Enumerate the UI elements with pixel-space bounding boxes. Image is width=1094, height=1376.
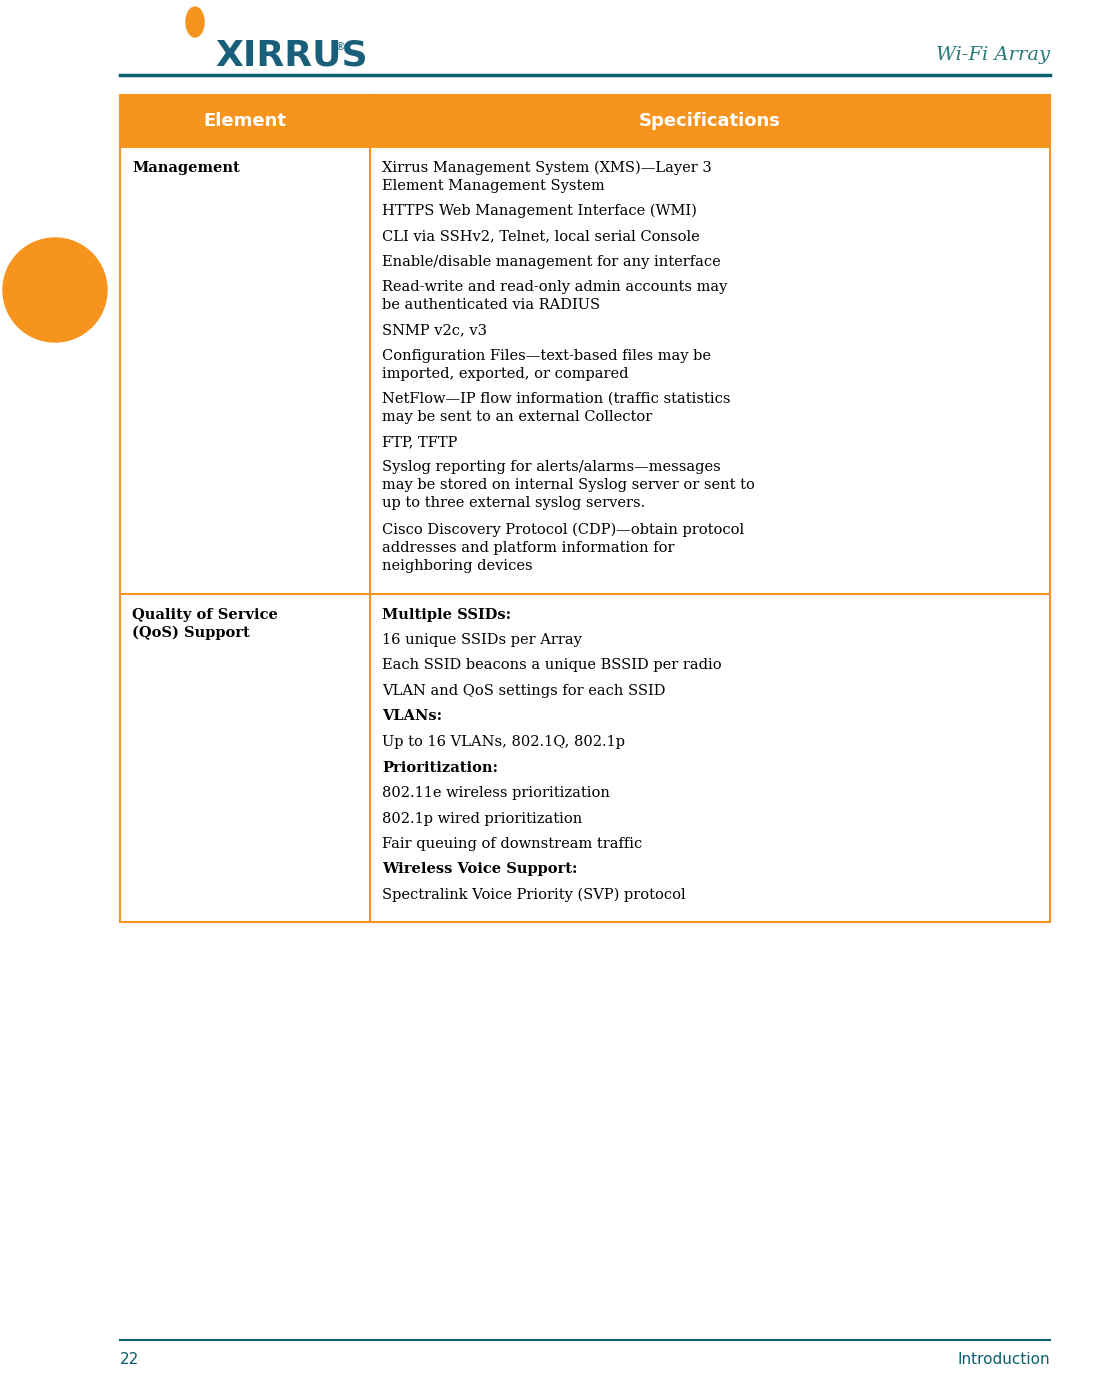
Text: Enable/disable management for any interface: Enable/disable management for any interf… bbox=[382, 255, 721, 268]
Text: 802.1p wired prioritization: 802.1p wired prioritization bbox=[382, 812, 582, 826]
Text: HTTPS Web Management Interface (WMI): HTTPS Web Management Interface (WMI) bbox=[382, 204, 697, 219]
Text: FTP, TFTP: FTP, TFTP bbox=[382, 435, 457, 449]
Text: Syslog reporting for alerts/alarms—messages
may be stored on internal Syslog ser: Syslog reporting for alerts/alarms—messa… bbox=[382, 461, 755, 510]
Text: Introduction: Introduction bbox=[957, 1353, 1050, 1366]
Text: Wi-Fi Array: Wi-Fi Array bbox=[936, 45, 1050, 65]
Text: VLANs:: VLANs: bbox=[382, 710, 442, 724]
Text: Management: Management bbox=[132, 161, 240, 175]
Text: ®: ® bbox=[335, 43, 346, 52]
Text: Xirrus Management System (XMS)—Layer 3
Element Management System: Xirrus Management System (XMS)—Layer 3 E… bbox=[382, 161, 712, 193]
Text: 22: 22 bbox=[120, 1353, 139, 1366]
Text: Element: Element bbox=[203, 111, 287, 129]
Text: Specifications: Specifications bbox=[639, 111, 781, 129]
Ellipse shape bbox=[186, 7, 203, 37]
Text: Wireless Voice Support:: Wireless Voice Support: bbox=[382, 863, 578, 877]
Text: XIRRUS: XIRRUS bbox=[216, 39, 368, 72]
Text: Quality of Service
(QoS) Support: Quality of Service (QoS) Support bbox=[132, 607, 278, 640]
Circle shape bbox=[3, 238, 107, 343]
Text: Up to 16 VLANs, 802.1Q, 802.1p: Up to 16 VLANs, 802.1Q, 802.1p bbox=[382, 735, 625, 749]
Text: Cisco Discovery Protocol (CDP)—obtain protocol
addresses and platform informatio: Cisco Discovery Protocol (CDP)—obtain pr… bbox=[382, 523, 744, 572]
Text: Configuration Files—text-based files may be
imported, exported, or compared: Configuration Files—text-based files may… bbox=[382, 350, 711, 381]
Text: 802.11e wireless prioritization: 802.11e wireless prioritization bbox=[382, 786, 609, 799]
Text: VLAN and QoS settings for each SSID: VLAN and QoS settings for each SSID bbox=[382, 684, 665, 698]
Text: Spectralink Voice Priority (SVP) protocol: Spectralink Voice Priority (SVP) protoco… bbox=[382, 888, 686, 903]
Text: Multiple SSIDs:: Multiple SSIDs: bbox=[382, 607, 511, 622]
Text: Fair queuing of downstream traffic: Fair queuing of downstream traffic bbox=[382, 837, 642, 850]
Text: SNMP v2c, v3: SNMP v2c, v3 bbox=[382, 323, 487, 337]
Text: NetFlow—IP flow information (traffic statistics
may be sent to an external Colle: NetFlow—IP flow information (traffic sta… bbox=[382, 392, 731, 424]
Text: Read-write and read-only admin accounts may
be authenticated via RADIUS: Read-write and read-only admin accounts … bbox=[382, 281, 728, 312]
Bar bbox=[120, 95, 1050, 922]
Text: Each SSID beacons a unique BSSID per radio: Each SSID beacons a unique BSSID per rad… bbox=[382, 659, 722, 673]
Text: CLI via SSHv2, Telnet, local serial Console: CLI via SSHv2, Telnet, local serial Cons… bbox=[382, 230, 700, 244]
Bar bbox=[120, 95, 1050, 147]
Text: Prioritization:: Prioritization: bbox=[382, 761, 498, 775]
Text: 16 unique SSIDs per Array: 16 unique SSIDs per Array bbox=[382, 633, 582, 647]
